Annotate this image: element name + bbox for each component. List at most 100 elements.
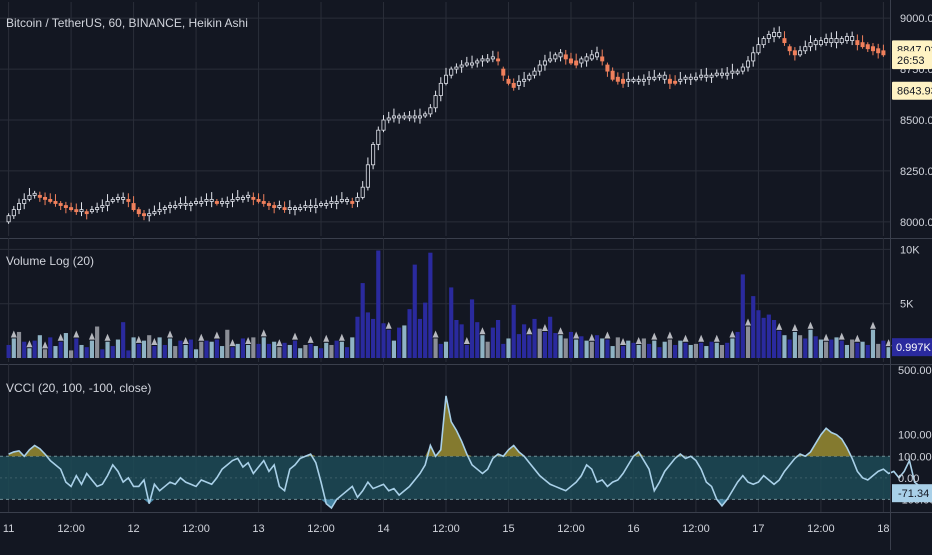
volume-bar [709, 341, 714, 358]
candle-body [287, 207, 292, 210]
candle-body [386, 117, 391, 121]
candle-body [292, 207, 298, 210]
time-tick-label: 12:00 [307, 523, 335, 535]
volume-marker [432, 330, 439, 338]
candle-body [480, 58, 485, 62]
time-axis[interactable]: 11 12:00 12 12:00 13 12:00 14 12:00 15 12:00 16 12:… [3, 523, 890, 535]
candle-body [84, 211, 89, 215]
candle-body [173, 205, 178, 208]
volume-bar [32, 340, 37, 358]
candle-body [345, 199, 350, 202]
candle-body [735, 70, 740, 74]
volume-bar [225, 329, 230, 358]
volume-bar [329, 344, 334, 358]
volume-bar [115, 339, 121, 358]
volume-tick-label: 10K [900, 244, 920, 256]
volume-bar [376, 250, 381, 358]
price-title: Bitcoin / TetherUS, 60, BINANCE, Heikin … [6, 16, 248, 30]
candle-body [454, 66, 459, 70]
candle-body [110, 199, 115, 202]
time-tick-label: 12:00 [682, 523, 710, 535]
volume-bar [558, 335, 563, 358]
volume-bar [464, 344, 469, 358]
candle-body [501, 68, 506, 76]
candle-body [334, 201, 339, 204]
candle-body [131, 203, 136, 210]
volume-bar [740, 274, 745, 358]
volume-marker [307, 335, 314, 343]
volume-axis[interactable]: 10K 5K [900, 244, 920, 310]
volume-bar [240, 338, 246, 358]
volume-bar [511, 304, 516, 358]
candle-body [183, 203, 188, 206]
volume-bar [798, 335, 803, 358]
candle-body [475, 60, 480, 64]
candle-body [662, 74, 667, 80]
volume-bar [641, 338, 646, 358]
time-tick-label: 16 [627, 523, 639, 535]
volume-bar [178, 340, 183, 358]
candle-body [636, 78, 641, 82]
volume-marker [838, 332, 845, 340]
candle-body [329, 201, 334, 204]
candle-body [376, 129, 381, 145]
volume-bar [235, 343, 240, 358]
vcci-panel[interactable]: VCCI (20, 100, -100, close) 500.00 100.00… [0, 364, 932, 512]
candle-body [443, 74, 449, 84]
volume-bar [829, 339, 834, 358]
volume-bar [475, 322, 480, 358]
candle-body [178, 203, 183, 206]
volume-bar [443, 341, 449, 358]
candle-body [89, 209, 94, 213]
volume-bar [334, 340, 339, 358]
candle-body [548, 58, 553, 62]
volume-bar [777, 330, 782, 358]
volume-bar [751, 296, 756, 358]
volume-bar [438, 343, 443, 358]
volume-bar [246, 344, 251, 358]
candle-body [313, 205, 318, 208]
candle-body [626, 78, 631, 82]
price-tick-label: 8500.00 [900, 115, 932, 127]
candle-body [673, 80, 678, 84]
volume-bar [699, 342, 704, 358]
volume-title: Volume Log (20) [6, 254, 94, 268]
candle-body [745, 60, 751, 68]
candle-body [678, 78, 683, 82]
vcci-tick-label: 500.00 [898, 365, 932, 377]
candle-body [876, 48, 881, 54]
price-panel[interactable]: Bitcoin / TetherUS, 60, BINANCE, Heikin … [0, 2, 932, 236]
candle-body [27, 194, 32, 200]
volume-bar [230, 347, 235, 358]
candle-body [412, 115, 417, 119]
volume-marker [729, 330, 736, 338]
candle-body [6, 215, 11, 223]
candle-body [282, 207, 287, 210]
candle-body [699, 74, 704, 78]
candle-body [188, 203, 193, 206]
volume-bar [600, 338, 605, 358]
time-tick-label: 12:00 [432, 523, 460, 535]
volume-bar [693, 343, 699, 358]
volume-bar [610, 346, 615, 358]
volume-marker [26, 340, 33, 348]
volume-bar [298, 348, 303, 358]
volume-marker [869, 321, 876, 329]
volume-bar [579, 336, 584, 358]
candle-body [605, 64, 610, 72]
candle-body [589, 54, 594, 60]
volume-bar [313, 346, 318, 358]
volume-bar [22, 341, 27, 358]
volume-bar [678, 340, 683, 358]
vcci-labels: 100.00 -71.34 [892, 430, 932, 503]
volume-marker [791, 323, 798, 331]
volume-marker [198, 333, 205, 341]
price-label-text: 26:53 [897, 55, 925, 67]
volume-bar [568, 331, 574, 358]
volume-bar [355, 316, 360, 358]
volume-marker [666, 331, 673, 339]
volume-marker [807, 321, 814, 329]
volume-bar [209, 341, 214, 358]
